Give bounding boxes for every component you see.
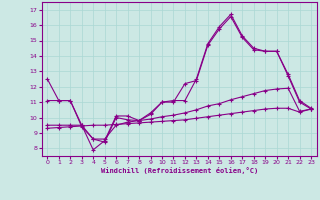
X-axis label: Windchill (Refroidissement éolien,°C): Windchill (Refroidissement éolien,°C) (100, 167, 258, 174)
